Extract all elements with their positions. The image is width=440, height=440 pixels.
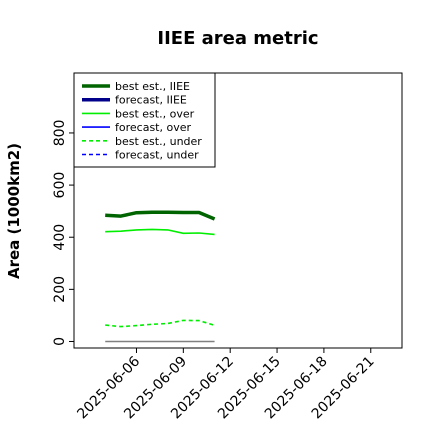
legend-label-5: forecast, under: [115, 149, 199, 162]
chart-marks: [105, 210, 216, 343]
y-tick-label-1: 200: [52, 276, 68, 303]
y-tick-label-3: 600: [52, 172, 68, 199]
legend-label-0: best est., IIEE: [115, 80, 190, 93]
series-line-2: [105, 228, 215, 236]
y-tick-label-2: 400: [52, 224, 68, 251]
series-line-0: [105, 210, 216, 221]
legend-label-2: best est., over: [115, 107, 195, 120]
legend-box: [73, 72, 216, 168]
legend-label-1: forecast, IIEE: [115, 94, 187, 107]
y-axis-label: Area (1000km2): [5, 143, 23, 279]
y-tick-label-0: 0: [52, 337, 68, 346]
plot-frame: [73, 72, 403, 349]
y-tick-label-4: 800: [52, 120, 68, 147]
series-line-4: [105, 319, 215, 328]
chart-title: IIEE area metric: [157, 28, 318, 49]
legend-label-3: forecast, over: [115, 121, 191, 134]
legend-label-4: best est., under: [115, 135, 202, 148]
